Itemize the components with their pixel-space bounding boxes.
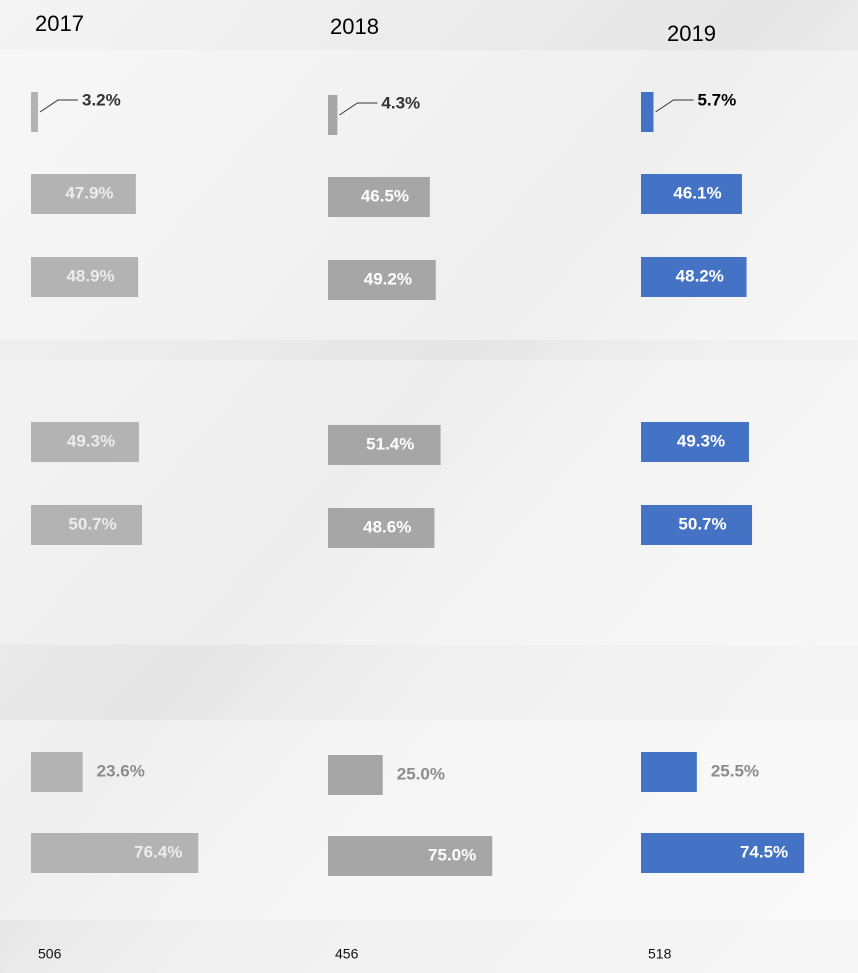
data-label: 48.9% [66, 266, 114, 285]
bar [641, 174, 742, 214]
column-title: 2017 [35, 11, 84, 36]
bar [31, 505, 143, 545]
sample-size: 506 [38, 946, 62, 962]
column-title: 2018 [330, 14, 379, 39]
bar [641, 505, 753, 545]
bar [31, 422, 139, 462]
bar [328, 508, 435, 548]
band [0, 360, 858, 645]
sample-size: 518 [648, 946, 672, 962]
column-title: 2019 [667, 21, 716, 46]
bar [641, 422, 749, 462]
leader-line [339, 102, 378, 116]
data-label: 46.1% [673, 183, 721, 202]
data-label: 3.2% [82, 90, 121, 109]
data-label: 46.5% [361, 186, 409, 205]
data-label: 47.9% [65, 183, 113, 202]
bar [641, 833, 805, 873]
bar [328, 260, 436, 300]
leader-line [655, 99, 694, 113]
sample-size: 456 [335, 946, 359, 962]
data-label: 48.2% [676, 266, 724, 285]
data-label: 4.3% [381, 93, 420, 112]
bar [31, 174, 136, 214]
bar [641, 752, 697, 792]
data-label: 76.4% [134, 842, 182, 861]
bar [31, 257, 139, 297]
bar [328, 177, 430, 217]
bar [328, 755, 383, 795]
band [0, 720, 858, 920]
bar [641, 257, 747, 297]
data-label: 49.2% [364, 269, 412, 288]
bar [641, 92, 654, 132]
data-label: 5.7% [697, 90, 736, 109]
data-label: 75.0% [428, 845, 476, 864]
data-label: 50.7% [68, 514, 116, 533]
bar [31, 752, 83, 792]
bar [328, 836, 493, 876]
data-label: 23.6% [97, 761, 145, 780]
leader-line [39, 99, 79, 113]
data-label: 51.4% [366, 434, 414, 453]
bar [31, 833, 199, 873]
bar [31, 92, 39, 132]
data-label: 50.7% [678, 514, 726, 533]
data-label: 25.5% [711, 761, 759, 780]
data-label: 48.6% [363, 517, 411, 536]
bar [328, 425, 441, 465]
bar [328, 95, 338, 135]
data-label: 49.3% [677, 431, 725, 450]
data-label: 49.3% [67, 431, 115, 450]
data-label: 25.0% [397, 764, 445, 783]
data-label: 74.5% [740, 842, 788, 861]
